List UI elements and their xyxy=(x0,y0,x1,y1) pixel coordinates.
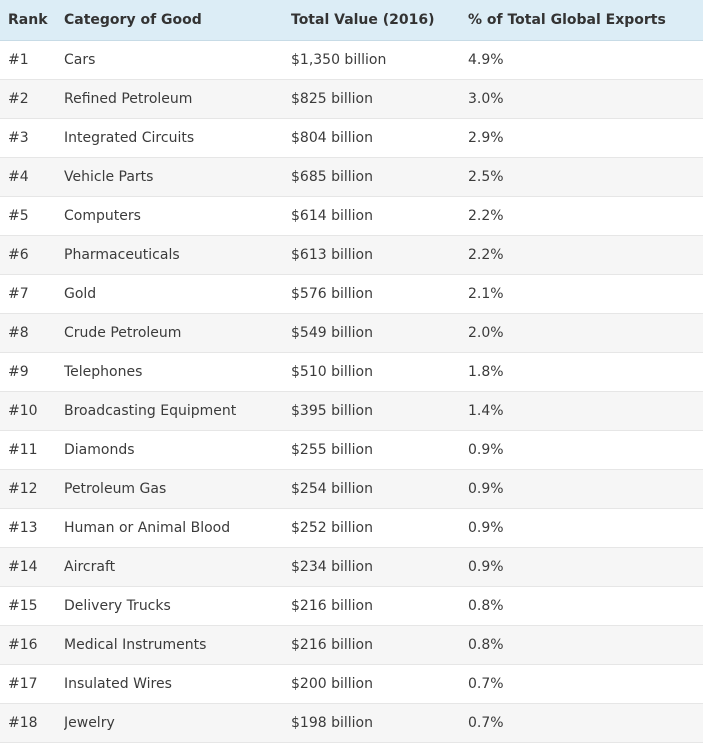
cell-total-value: $255 billion xyxy=(291,441,373,458)
cell-percent: 0.8% xyxy=(468,636,504,653)
cell-category: Human or Animal Blood xyxy=(64,519,231,536)
cell-rank: #8 xyxy=(8,324,29,341)
cell-rank: #6 xyxy=(8,246,29,263)
cell-percent: 2.5% xyxy=(468,168,504,185)
cell-rank: #15 xyxy=(8,597,38,614)
cell-rank: #11 xyxy=(8,441,38,458)
table-body: #1 Cars $1,350 billion 4.9% #2 Refined Petrol… xyxy=(0,40,703,742)
header-rank[interactable]: Rank xyxy=(0,0,64,41)
cell-category: Computers xyxy=(64,207,141,224)
cell-percent: 1.8% xyxy=(468,363,504,380)
cell-category: Aircraft xyxy=(64,558,116,575)
cell-category: Broadcasting Equipment xyxy=(64,402,237,419)
cell-percent: 3.0% xyxy=(468,90,504,107)
cell-category: Medical Instruments xyxy=(64,636,207,653)
cell-total-value: $576 billion xyxy=(291,285,373,302)
cell-total-value: $614 billion xyxy=(291,207,373,224)
table-row: #5 Computers $614 billion 2.2% xyxy=(0,196,703,235)
cell-total-value: $198 billion xyxy=(291,714,373,731)
cell-category: Insulated Wires xyxy=(64,675,172,692)
table-row: #4 Vehicle Parts $685 billion 2.5% xyxy=(0,157,703,196)
cell-total-value: $510 billion xyxy=(291,363,373,380)
table-row: #1 Cars $1,350 billion 4.9% xyxy=(0,40,703,79)
table-row: #9 Telephones $510 billion 1.8% xyxy=(0,352,703,391)
cell-total-value: $200 billion xyxy=(291,675,373,692)
table-row: #15 Delivery Trucks $216 billion 0.8% xyxy=(0,586,703,625)
table-row: #2 Refined Petroleum $825 billion 3.0% xyxy=(0,79,703,118)
table-row: #10 Broadcasting Equipment $395 billion 1.4… xyxy=(0,391,703,430)
cell-percent: 0.9% xyxy=(468,441,504,458)
table-row: #14 Aircraft $234 billion 0.9% xyxy=(0,547,703,586)
cell-percent: 2.0% xyxy=(468,324,504,341)
header-category[interactable]: Category of Good xyxy=(64,0,291,41)
cell-rank: #4 xyxy=(8,168,29,185)
cell-category: Delivery Trucks xyxy=(64,597,171,614)
cell-percent: 0.7% xyxy=(468,675,504,692)
cell-rank: #1 xyxy=(8,51,29,68)
cell-rank: #3 xyxy=(8,129,29,146)
cell-rank: #18 xyxy=(8,714,38,731)
table-row: #16 Medical Instruments $216 billion 0.8% xyxy=(0,625,703,664)
cell-total-value: $685 billion xyxy=(291,168,373,185)
cell-percent: 2.2% xyxy=(468,246,504,263)
cell-rank: #7 xyxy=(8,285,29,302)
table-header: Rank Category of Good Total Value (2016)… xyxy=(0,0,703,41)
cell-total-value: $613 billion xyxy=(291,246,373,263)
cell-rank: #16 xyxy=(8,636,38,653)
cell-percent: 0.9% xyxy=(468,519,504,536)
header-percent-exports[interactable]: % of Total Global Exports xyxy=(468,0,703,41)
cell-total-value: $254 billion xyxy=(291,480,373,497)
table-row: #7 Gold $576 billion 2.1% xyxy=(0,274,703,313)
cell-total-value: $549 billion xyxy=(291,324,373,341)
cell-rank: #2 xyxy=(8,90,29,107)
table-row: #6 Pharmaceuticals $613 billion 2.2% xyxy=(0,235,703,274)
cell-rank: #12 xyxy=(8,480,38,497)
cell-category: Crude Petroleum xyxy=(64,324,182,341)
table-row: #11 Diamonds $255 billion 0.9% xyxy=(0,430,703,469)
cell-category: Jewelry xyxy=(64,714,115,731)
cell-percent: 2.1% xyxy=(468,285,504,302)
cell-rank: #17 xyxy=(8,675,38,692)
cell-category: Diamonds xyxy=(64,441,135,458)
table-row: #12 Petroleum Gas $254 billion 0.9% xyxy=(0,469,703,508)
cell-category: Gold xyxy=(64,285,97,302)
header-row: Rank Category of Good Total Value (2016)… xyxy=(0,0,703,41)
cell-rank: #14 xyxy=(8,558,38,575)
cell-percent: 1.4% xyxy=(468,402,504,419)
cell-total-value: $216 billion xyxy=(291,597,373,614)
cell-rank: #9 xyxy=(8,363,29,380)
cell-rank: #10 xyxy=(8,402,38,419)
cell-total-value: $804 billion xyxy=(291,129,373,146)
cell-total-value: $825 billion xyxy=(291,90,373,107)
cell-category: Integrated Circuits xyxy=(64,129,195,146)
cell-percent: 2.9% xyxy=(468,129,504,146)
cell-category: Refined Petroleum xyxy=(64,90,193,107)
cell-percent: 2.2% xyxy=(468,207,504,224)
cell-total-value: $395 billion xyxy=(291,402,373,419)
cell-total-value: $252 billion xyxy=(291,519,373,536)
table-row: #13 Human or Animal Blood $252 billion 0.9% xyxy=(0,508,703,547)
cell-total-value: $1,350 billion xyxy=(291,51,387,68)
header-total-value[interactable]: Total Value (2016) xyxy=(291,0,468,41)
cell-percent: 4.9% xyxy=(468,51,504,68)
cell-total-value: $216 billion xyxy=(291,636,373,653)
cell-category: Vehicle Parts xyxy=(64,168,154,185)
table-row: #8 Crude Petroleum $549 billion 2.0% xyxy=(0,313,703,352)
table-row: #3 Integrated Circuits $804 billion 2.9% xyxy=(0,118,703,157)
cell-category: Pharmaceuticals xyxy=(64,246,180,263)
cell-total-value: $234 billion xyxy=(291,558,373,575)
cell-category: Telephones xyxy=(64,363,143,380)
table-row: #18 Jewelry $198 billion 0.7% xyxy=(0,703,703,742)
cell-category: Petroleum Gas xyxy=(64,480,167,497)
cell-percent: 0.9% xyxy=(468,480,504,497)
cell-rank: #5 xyxy=(8,207,29,224)
cell-percent: 0.7% xyxy=(468,714,504,731)
cell-category: Cars xyxy=(64,51,96,68)
table-row: #17 Insulated Wires $200 billion 0.7% xyxy=(0,664,703,703)
cell-percent: 0.8% xyxy=(468,597,504,614)
cell-rank: #13 xyxy=(8,519,38,536)
cell-percent: 0.9% xyxy=(468,558,504,575)
